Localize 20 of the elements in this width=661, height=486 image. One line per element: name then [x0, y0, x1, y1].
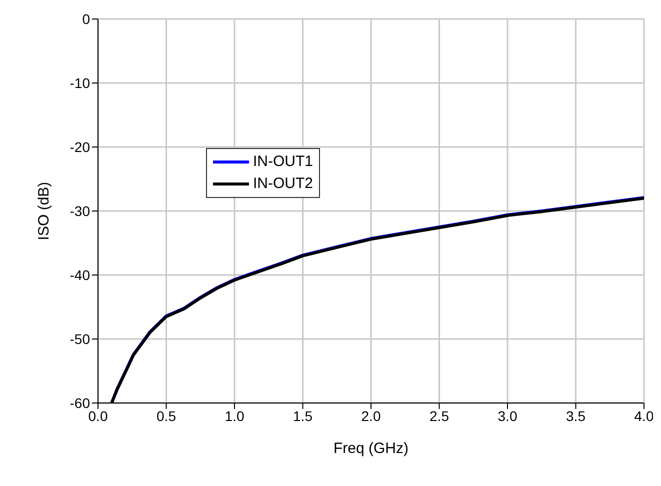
- y-tick-label: -20: [70, 138, 90, 155]
- y-tick-label: -30: [70, 202, 90, 219]
- y-axis-title: ISO (dB): [35, 182, 52, 240]
- x-tick-label: 4.0: [634, 408, 654, 424]
- legend-label: IN-OUT1: [253, 152, 313, 172]
- legend-label: IN-OUT2: [253, 174, 313, 194]
- x-tick-label: 3.0: [498, 408, 518, 424]
- x-tick-label: 0.5: [156, 408, 176, 424]
- x-tick-label: 0.0: [88, 408, 108, 424]
- y-tick-label: -60: [70, 394, 90, 411]
- x-tick-label: 3.5: [566, 408, 586, 424]
- y-tick-label: -50: [70, 330, 90, 347]
- x-tick-label: 1.0: [224, 408, 244, 424]
- y-tick-label: -10: [70, 74, 90, 91]
- x-axis-title: Freq (GHz): [334, 440, 409, 457]
- y-tick-label: 0: [82, 10, 90, 27]
- x-tick-label: 2.0: [361, 408, 381, 424]
- x-tick-label: 1.5: [293, 408, 313, 424]
- x-tick-label: 2.5: [430, 408, 450, 424]
- y-tick-label: -40: [70, 266, 90, 283]
